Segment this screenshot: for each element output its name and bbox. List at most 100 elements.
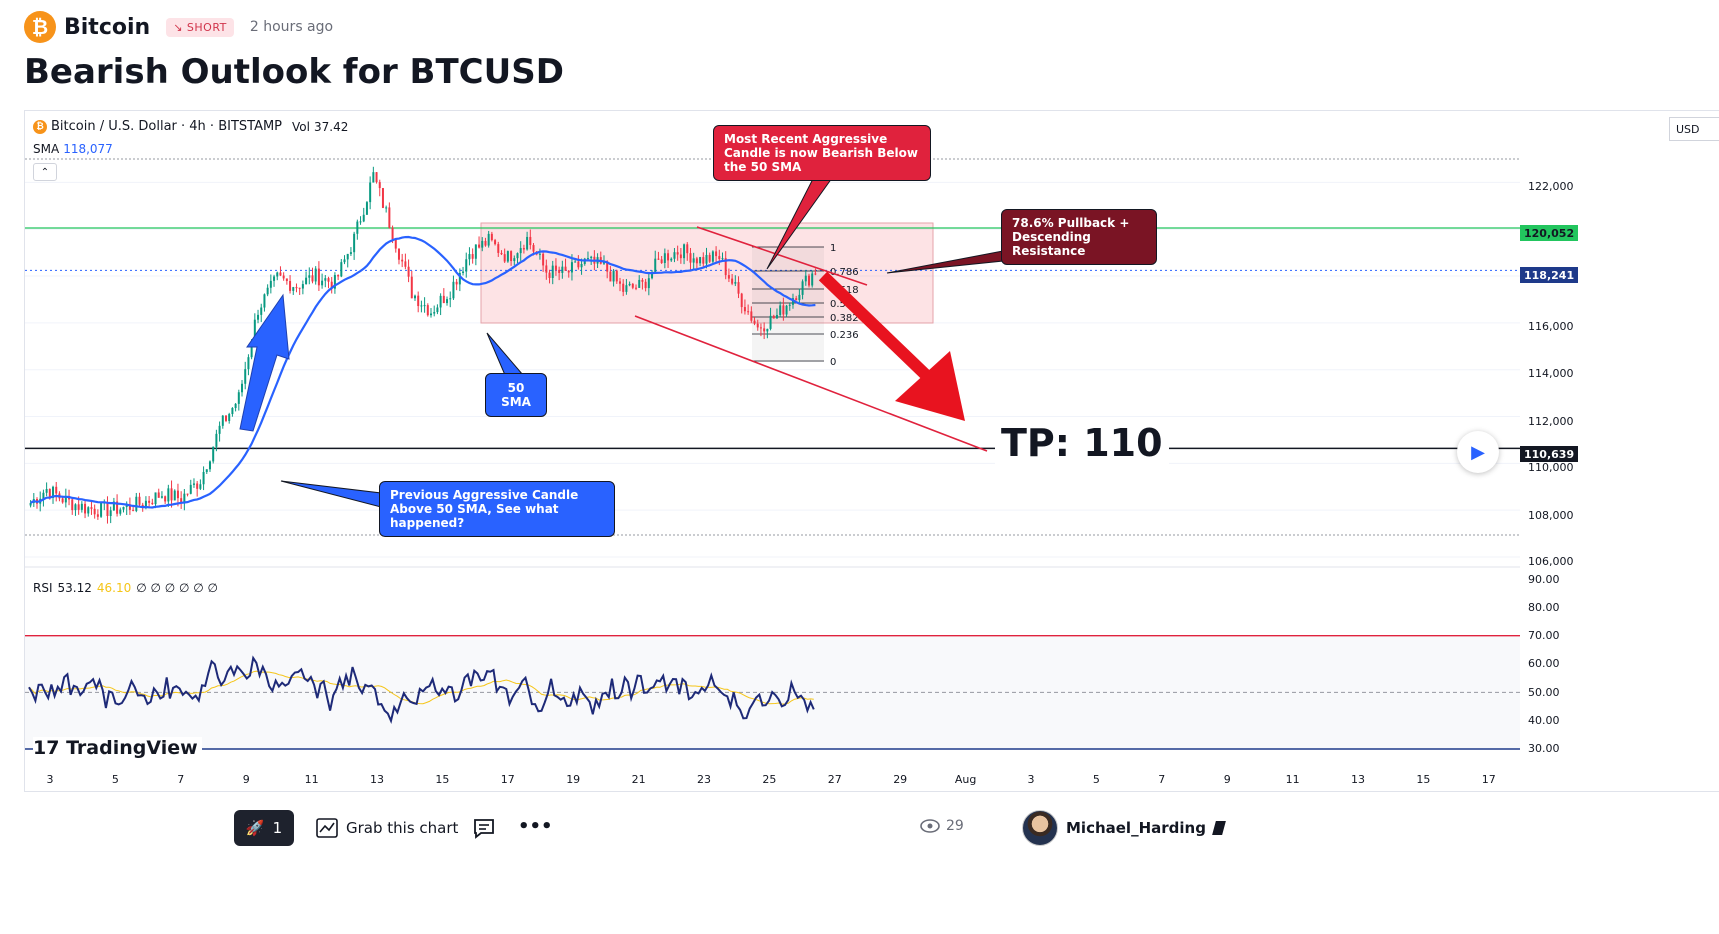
author-name[interactable]: Michael_Harding bbox=[1066, 819, 1206, 837]
candle-body bbox=[132, 509, 135, 511]
candle-body bbox=[401, 259, 404, 262]
candle-body bbox=[144, 500, 147, 508]
candle-body bbox=[811, 273, 814, 286]
short-badge-label: SHORT bbox=[186, 20, 227, 34]
annotation-previous-candle[interactable]: Previous Aggressive Candle Above 50 SMA,… bbox=[379, 481, 615, 537]
candle-body bbox=[641, 279, 644, 282]
candle-body bbox=[122, 507, 125, 510]
author-badge-icon bbox=[1212, 821, 1226, 835]
annotation-recent-candle[interactable]: Most Recent Aggressive Candle is now Bea… bbox=[713, 125, 931, 181]
candle-body bbox=[100, 502, 103, 517]
eye-icon bbox=[920, 819, 940, 833]
idea-header: ₿ Bitcoin ↘ SHORT 2 hours ago bbox=[24, 10, 333, 44]
candle-body bbox=[173, 490, 176, 501]
candle-body bbox=[148, 500, 151, 503]
candle-body bbox=[490, 233, 493, 241]
candle-body bbox=[391, 227, 394, 240]
chart-snapshot-icon bbox=[316, 818, 338, 838]
comment-icon[interactable] bbox=[472, 816, 496, 840]
candle-body bbox=[795, 298, 798, 301]
candle-body bbox=[157, 492, 160, 498]
author-avatar[interactable] bbox=[1022, 810, 1058, 846]
collapse-legend-button[interactable]: ⌃ bbox=[33, 163, 57, 181]
annotation-50-sma[interactable]: 50 SMA bbox=[485, 373, 547, 417]
time-tick: 21 bbox=[631, 773, 646, 786]
candle-body bbox=[128, 504, 131, 510]
price-axis[interactable]: 122,000 120,052 118,241 116,000 114,000 … bbox=[1520, 111, 1719, 791]
candle-body bbox=[779, 305, 782, 315]
boost-button[interactable]: 🚀 1 bbox=[234, 810, 294, 846]
annotation-pullback[interactable]: 78.6% Pullback + Descending Resistance bbox=[1001, 209, 1157, 265]
candle-body bbox=[180, 498, 183, 503]
candle-body bbox=[734, 282, 737, 284]
rsi-tick: 40.00 bbox=[1528, 714, 1560, 727]
bitcoin-mini-icon: ₿ bbox=[33, 119, 47, 134]
time-tick: 17 bbox=[500, 773, 515, 786]
candle-body bbox=[481, 240, 484, 248]
author-link[interactable]: Michael_Harding bbox=[1022, 810, 1226, 846]
candle-body bbox=[237, 392, 240, 404]
candle-body bbox=[791, 298, 794, 305]
candle-body bbox=[449, 298, 452, 300]
candle-body bbox=[119, 509, 122, 514]
candle-body bbox=[638, 279, 641, 288]
sma-legend[interactable]: SMA 118,077 bbox=[33, 142, 113, 156]
time-axis[interactable]: 3 5 7 9 11 13 15 17 19 21 23 25 27 29 Aug 3 5 7 9 11 13 15 17 bbox=[25, 769, 1520, 791]
candle-body bbox=[519, 248, 522, 254]
candle-body bbox=[628, 283, 631, 286]
time-tick: 13 bbox=[1351, 773, 1365, 786]
candle-body bbox=[234, 403, 237, 409]
descending-support-line bbox=[634, 315, 988, 452]
idea-title: Bearish Outlook for BTCUSD bbox=[24, 52, 564, 92]
volume-value: 37.42 bbox=[313, 119, 349, 134]
candle-body bbox=[327, 278, 330, 282]
candle-body bbox=[622, 283, 625, 292]
candle-body bbox=[705, 254, 708, 264]
candle-body bbox=[548, 272, 551, 278]
time-tick: 25 bbox=[762, 773, 777, 786]
candle-body bbox=[109, 510, 112, 517]
candle-body bbox=[362, 214, 365, 222]
candle-body bbox=[189, 484, 192, 494]
time-tick: 7 bbox=[1158, 773, 1166, 786]
symbol-name[interactable]: Bitcoin bbox=[64, 14, 151, 40]
candle-body bbox=[353, 233, 356, 253]
candle-body bbox=[631, 283, 634, 288]
tradingview-wordmark: TradingView bbox=[66, 737, 198, 759]
candle-body bbox=[513, 258, 516, 262]
candle-body bbox=[670, 258, 673, 261]
candle-body bbox=[673, 252, 676, 259]
candle-body bbox=[410, 276, 413, 299]
candle-body bbox=[695, 258, 698, 264]
candle-body bbox=[567, 270, 570, 273]
candle-body bbox=[170, 488, 173, 501]
candle-body bbox=[308, 275, 311, 278]
candle-body bbox=[699, 257, 702, 264]
bitcoin-logo-icon[interactable]: ₿ bbox=[24, 11, 56, 43]
candle-body bbox=[426, 305, 429, 316]
candle-body bbox=[340, 262, 343, 277]
candle-body bbox=[727, 275, 730, 279]
play-replay-button[interactable]: ▶ bbox=[1457, 431, 1499, 473]
candle-body bbox=[112, 501, 115, 511]
symbol-description[interactable]: Bitcoin / U.S. Dollar · 4h · BITSTAMP bbox=[51, 119, 283, 134]
symbol-legend[interactable]: ₿ Bitcoin / U.S. Dollar · 4h · BITSTAMP … bbox=[33, 119, 348, 134]
candle-body bbox=[349, 252, 352, 254]
take-profit-label[interactable]: TP: 110 bbox=[995, 421, 1169, 465]
more-options-icon[interactable]: ••• bbox=[518, 816, 553, 837]
candle-body bbox=[381, 188, 384, 208]
rsi-tick: 60.00 bbox=[1528, 657, 1560, 670]
currency-selector[interactable]: USD bbox=[1669, 117, 1719, 141]
candle-body bbox=[478, 244, 481, 248]
tradingview-logo: 𝟭𝟳 TradingView bbox=[33, 737, 202, 759]
candle-body bbox=[715, 251, 718, 257]
fib-level-label: 0.786 bbox=[830, 267, 859, 278]
candle-body bbox=[759, 327, 762, 329]
candle-body bbox=[385, 207, 388, 209]
candle-body bbox=[151, 502, 154, 505]
grab-chart-button[interactable]: Grab this chart bbox=[316, 810, 458, 846]
candle-body bbox=[558, 269, 561, 273]
rsi-legend[interactable]: RSI 53.12 46.10 ∅ ∅ ∅ ∅ ∅ ∅ bbox=[33, 581, 218, 595]
